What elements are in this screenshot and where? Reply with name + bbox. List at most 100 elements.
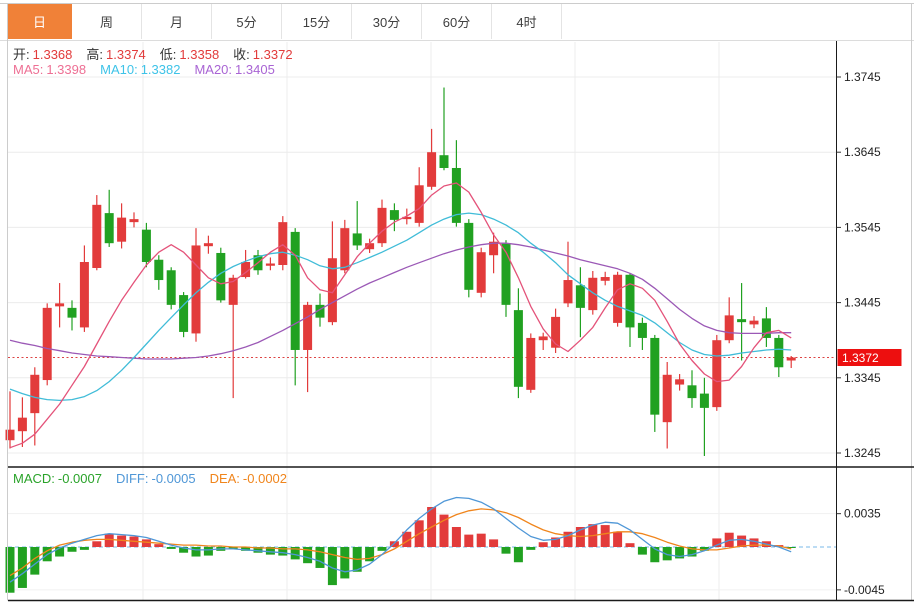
macd-hist-bar [625, 543, 635, 547]
macd-hist-bar [30, 547, 40, 575]
macd-hist-bar [476, 533, 486, 547]
candle-body [203, 243, 213, 247]
stat-label: MACD: [13, 471, 55, 486]
stat-item: DIFF: -0.0005 [116, 471, 196, 486]
candle-body [241, 261, 251, 278]
macd-hist-bar [712, 538, 722, 547]
macd-hist-bar [563, 531, 573, 547]
macd-hist-bar [637, 547, 647, 555]
stat-value: -0.0002 [242, 471, 288, 486]
candle-body [699, 393, 709, 408]
tab-30min[interactable]: 30分 [352, 4, 422, 39]
stat-value: 1.3382 [140, 62, 181, 77]
macd-hist-bar [191, 547, 201, 557]
macd-hist-bar [241, 547, 251, 551]
candle-body [340, 228, 350, 271]
tab-5min[interactable]: 5分 [212, 4, 282, 39]
tab-month[interactable]: 月 [142, 4, 212, 39]
stat-value: -0.0007 [57, 471, 102, 486]
candle-body [476, 252, 486, 293]
candle-body [575, 285, 585, 308]
candle-body [191, 245, 201, 334]
stat-value: -0.0005 [151, 471, 196, 486]
candle-body [712, 340, 722, 408]
candle-body [563, 280, 573, 304]
macd-hist-bar [265, 547, 275, 555]
stat-item: 低: 1.3358 [160, 47, 219, 62]
macd-hist-bar [104, 533, 114, 547]
candle-body [414, 185, 424, 223]
stat-label: DEA: [209, 471, 240, 486]
macd-hist-bar [67, 547, 77, 552]
candle-body [55, 303, 65, 307]
candle-body [687, 385, 697, 399]
candle-body [290, 231, 300, 350]
candle-body [625, 274, 635, 328]
stat-value: 1.3372 [252, 47, 293, 62]
tab-15min[interactable]: 15分 [282, 4, 352, 39]
tab-4hour[interactable]: 4时 [492, 4, 562, 39]
stat-label: DIFF: [115, 471, 149, 486]
macd-hist-bar [439, 514, 449, 547]
axis-tick-label: -0.0045 [844, 583, 885, 597]
candle-body [538, 336, 548, 341]
candle-body [513, 310, 523, 387]
stat-value: 1.3374 [106, 47, 146, 62]
tab-day[interactable]: 日 [8, 4, 72, 39]
macd-hist-bar [526, 547, 536, 550]
macd-hist-bar [501, 547, 511, 554]
candle-body [451, 167, 461, 223]
ma-header: MA5: 1.3398 MA10: 1.3382 MA20: 1.3405 [13, 62, 289, 77]
candle-body [352, 233, 362, 246]
macd-hist-bar [228, 547, 238, 549]
candle-body [327, 258, 337, 323]
macd-hist-bar [749, 538, 759, 547]
candle-body [675, 379, 685, 385]
macd-hist-bar [513, 547, 523, 563]
macd-hist-bar [327, 547, 337, 586]
candle-body [737, 319, 747, 323]
candle-body [228, 277, 238, 305]
macd-hist-bar [451, 526, 461, 547]
candle-body [613, 274, 623, 323]
candle-body [749, 320, 759, 325]
tab-week[interactable]: 周 [72, 4, 142, 39]
macd-hist-bar [92, 541, 102, 547]
macd-hist-bar [253, 547, 263, 553]
macd-hist-bar [79, 547, 89, 550]
stat-item: 收: 1.3372 [233, 47, 292, 62]
stat-value: 1.3358 [179, 47, 220, 62]
candle-body [377, 207, 387, 244]
stat-item: MACD: -0.0007 [13, 471, 102, 486]
candle-body [402, 216, 412, 220]
stat-item: MA20: 1.3405 [194, 62, 274, 77]
tab-60min[interactable]: 60分 [422, 4, 492, 39]
candle-body [588, 277, 598, 311]
candle-body [117, 217, 127, 242]
macd-hist-bar [179, 547, 189, 553]
axis-tick-label: 0.0035 [844, 507, 881, 521]
timeframe-tabbar: 日周月 5分 15分 30分 60分 4时 [8, 4, 562, 39]
candle-body [154, 259, 164, 281]
candle-body [501, 243, 511, 305]
candle-body [216, 252, 226, 301]
candle-body [42, 307, 52, 381]
macd-hist-bar [600, 525, 610, 547]
macd-hist-bar [55, 547, 65, 557]
candle-body [600, 277, 610, 281]
candle-body [104, 213, 114, 244]
candle-body [551, 316, 561, 348]
axis-tick-label: 1.3245 [844, 446, 881, 460]
macd-hist-bar [5, 547, 15, 593]
candle-body [129, 219, 139, 223]
stat-label: 开: [13, 47, 30, 62]
candle-body [79, 261, 89, 328]
axis-tick-label: 1.3445 [844, 296, 881, 310]
macd-hist-bar [662, 547, 672, 561]
macd-hist-bar [675, 547, 685, 559]
candle-body [489, 241, 499, 256]
stat-item: 高: 1.3374 [86, 47, 145, 62]
candle-body [265, 263, 275, 266]
macd-hist-bar [117, 535, 127, 547]
